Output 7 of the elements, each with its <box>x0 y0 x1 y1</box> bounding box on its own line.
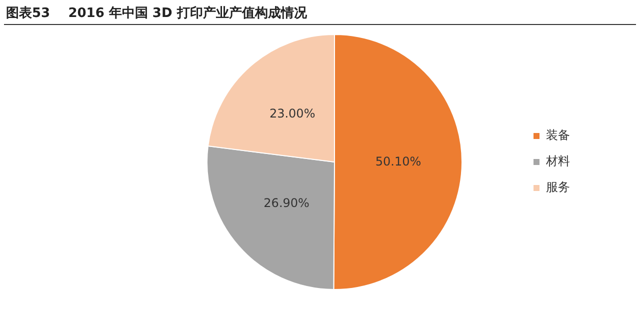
legend-label: 材料 <box>545 154 570 168</box>
legend-label: 服务 <box>546 180 570 194</box>
data-label: 50.10% <box>375 154 422 168</box>
data-label: 23.00% <box>269 106 316 120</box>
chart-title: 图表53 2016 年中国 3D 打印产业产值构成情况 <box>6 4 307 22</box>
data-label: 26.90% <box>264 196 310 210</box>
legend-label: 装备 <box>546 128 570 142</box>
